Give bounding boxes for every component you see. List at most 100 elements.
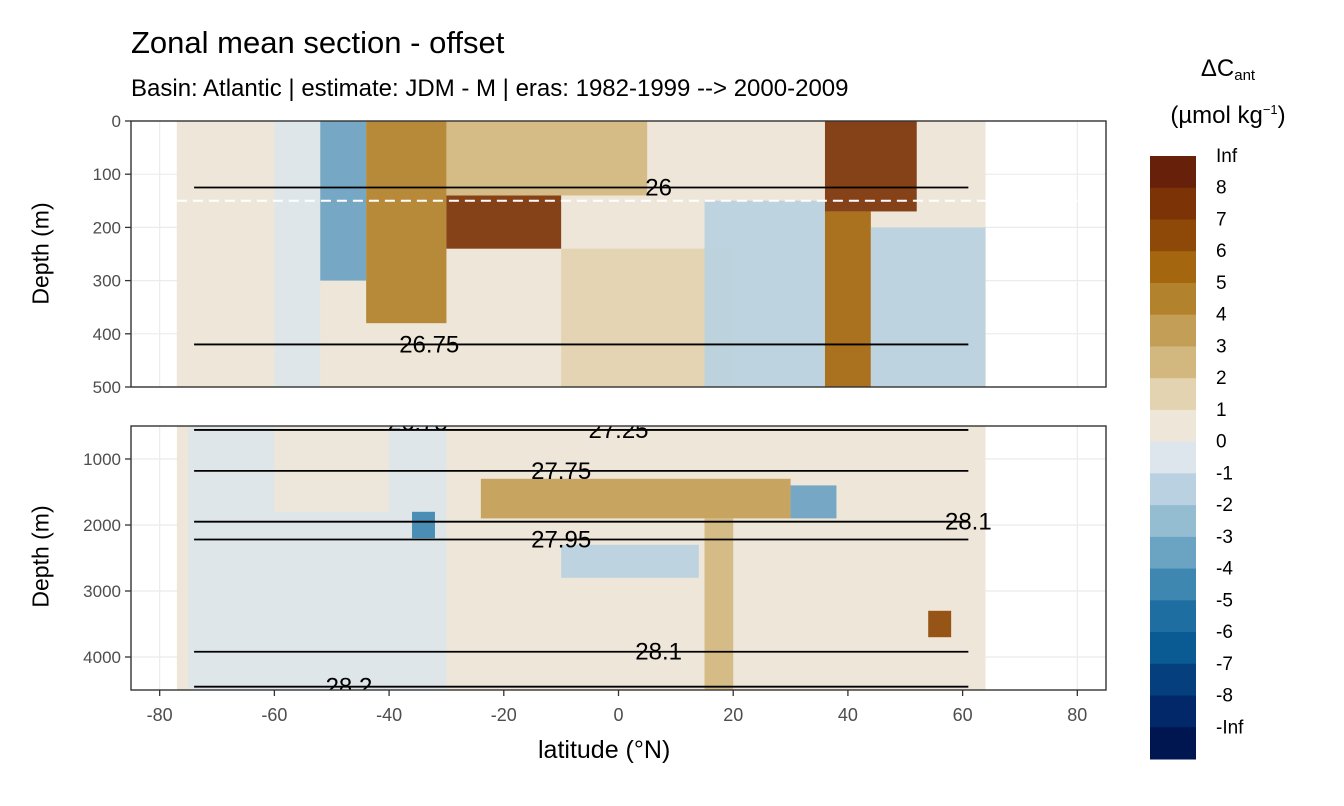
- heatmap-cell: [366, 121, 447, 324]
- y-tick-label: 3000: [83, 582, 121, 601]
- legend-title: ΔCant (µmol kg−1): [1148, 52, 1308, 133]
- legend-label: 8: [1216, 178, 1227, 199]
- heatmap-cell: [176, 121, 275, 387]
- legend-label: Inf: [1216, 146, 1238, 167]
- contour-label: 26.75: [388, 410, 448, 437]
- legend-label: -1: [1216, 463, 1233, 484]
- contour-label: 27.25: [588, 417, 648, 444]
- legend-swatch: [1150, 409, 1196, 443]
- x-tick-label: 80: [1067, 705, 1087, 725]
- y-tick-label: 2000: [83, 516, 121, 535]
- legend-label: -Inf: [1216, 717, 1244, 738]
- x-axis-title: latitude (°N): [538, 736, 671, 764]
- heatmap-cell: [446, 121, 648, 196]
- legend-label: 6: [1216, 241, 1227, 262]
- x-tick-label: -40: [376, 705, 402, 725]
- contour-label: 28.1: [635, 639, 682, 666]
- heatmap-cell: [274, 121, 321, 387]
- legend-label: 1: [1216, 400, 1227, 421]
- legend-symbol: ΔC: [1200, 55, 1235, 82]
- y-tick-label: 4000: [83, 648, 121, 667]
- legend-colorbar: Inf 8 7 6 5 4 3 2 1 0 -1 -2 -3 -4 -5 -6 -7 -8 -Inf: [1150, 146, 1244, 760]
- legend-swatch: [1150, 219, 1196, 252]
- contour-label: 28.1: [945, 509, 992, 536]
- legend-label: -4: [1216, 559, 1233, 580]
- legend-label: -5: [1216, 590, 1233, 611]
- legend-label: 5: [1216, 273, 1227, 294]
- heatmap-cell: [870, 227, 986, 387]
- legend-swatch: [1150, 378, 1196, 411]
- heatmap-cell: [704, 200, 825, 387]
- legend-swatch: [1150, 251, 1196, 284]
- upper-panel: 26 26.75 0 100 200 300 400 500: [93, 112, 1107, 397]
- heatmap-cell: [824, 211, 871, 387]
- heatmap-cell: [561, 544, 699, 578]
- legend-label: -3: [1216, 527, 1233, 548]
- y-axis-title-upper: Depth (m): [27, 202, 54, 305]
- heatmap-cell: [928, 610, 952, 638]
- x-tick-label: 0: [613, 705, 623, 725]
- heatmap-cell: [480, 478, 791, 519]
- x-tick-label: -20: [491, 705, 517, 725]
- chart-subtitle: Basin: Atlantic | estimate: JDM - M | er…: [131, 75, 849, 102]
- legend-label: 0: [1216, 432, 1227, 453]
- legend-swatch: [1150, 632, 1196, 665]
- legend-label: 4: [1216, 305, 1227, 326]
- y-tick-label: 500: [93, 378, 121, 397]
- lower-panel: 26.75 27.25 27.75 27.95 28.1 28.2 28.1 1000 2000…: [83, 410, 1107, 701]
- legend-label: 3: [1216, 336, 1227, 357]
- contour-label: 26: [645, 175, 672, 202]
- legend-swatch: [1150, 346, 1196, 379]
- legend-label: -7: [1216, 654, 1233, 675]
- y-axis-title-lower: Depth (m): [27, 505, 54, 608]
- y-tick-label: 400: [93, 325, 121, 344]
- contour-label: 27.75: [531, 458, 591, 485]
- legend-label: -6: [1216, 622, 1233, 643]
- legend-subscript: ant: [1234, 67, 1256, 84]
- legend-swatch: [1150, 314, 1196, 347]
- legend-swatch: [1150, 156, 1196, 189]
- legend-label: 7: [1216, 209, 1227, 230]
- chart-title: Zonal mean section - offset: [131, 25, 505, 60]
- legend-swatch: [1150, 505, 1196, 538]
- legend-unit-suffix: ): [1277, 102, 1286, 129]
- legend-label: -8: [1216, 686, 1233, 707]
- legend-label: -2: [1216, 495, 1233, 516]
- x-tick-label: 60: [953, 705, 973, 725]
- y-tick-label: 300: [93, 272, 121, 291]
- heatmap-cell: [704, 518, 734, 690]
- legend-label: 2: [1216, 368, 1227, 389]
- legend-swatch: [1150, 663, 1196, 697]
- legend-swatch: [1150, 282, 1196, 316]
- y-tick-label: 100: [93, 165, 121, 184]
- y-tick-label: 200: [93, 218, 121, 237]
- x-tick-label: -80: [147, 705, 173, 725]
- heatmap-cell: [412, 511, 435, 539]
- contour-label: 27.95: [531, 527, 591, 554]
- legend-swatch: [1150, 568, 1196, 601]
- x-axis: -80 -60 -40 -20 0 20 40 60 80: [147, 690, 1087, 725]
- legend-swatch: [1150, 727, 1196, 760]
- contour-label: 26.75: [399, 331, 459, 358]
- legend-unit-prefix: (µmol kg: [1170, 102, 1263, 129]
- panel-border: [130, 120, 1107, 388]
- x-tick-label: -60: [261, 705, 287, 725]
- heatmap-field: 26.75 27.25 27.75 27.95 28.1 28.2 28.1: [176, 410, 992, 701]
- heatmap-field: 26 26.75: [176, 121, 1106, 387]
- x-tick-label: 40: [838, 705, 858, 725]
- legend-swatch: [1150, 600, 1196, 633]
- heatmap-cell: [824, 121, 917, 212]
- y-tick-label: 0: [112, 112, 121, 131]
- legend-swatch: [1150, 187, 1196, 220]
- heatmap-cell: [446, 195, 562, 249]
- x-tick-label: 20: [723, 705, 743, 725]
- y-tick-label: 1000: [83, 450, 121, 469]
- legend-swatch: [1150, 473, 1196, 506]
- contour-label: 28.2: [326, 674, 373, 701]
- legend-unit-sup: −1: [1262, 102, 1278, 117]
- legend-swatch: [1150, 536, 1196, 570]
- legend-swatch: [1150, 695, 1196, 728]
- legend-swatch: [1150, 441, 1196, 474]
- heatmap-cell: [274, 426, 390, 512]
